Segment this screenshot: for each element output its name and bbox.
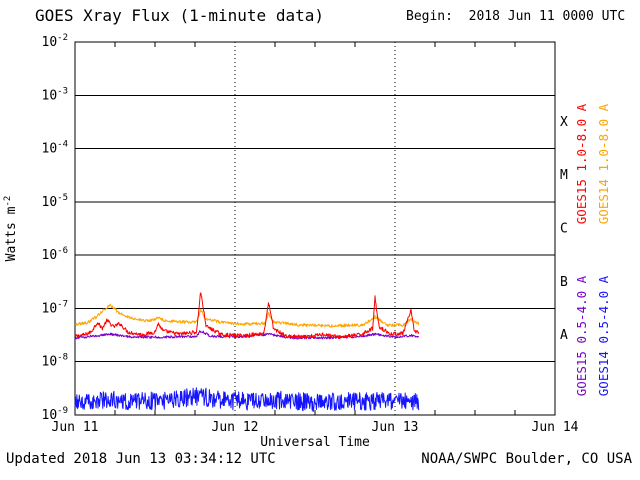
series-label-goes14-long: GOES14 1.0-8.0 A — [596, 103, 611, 224]
flare-class-label-x: X — [560, 115, 568, 130]
y-tick-label: 10-4 — [42, 140, 69, 157]
y-tick-label: 10-2 — [42, 33, 69, 50]
flare-class-label-c: C — [560, 222, 568, 237]
series-line-goes14-long — [74, 303, 420, 328]
y-tick-label: 10-6 — [42, 246, 69, 263]
updated-timestamp: Updated 2018 Jun 13 03:34:12 UTC — [6, 451, 276, 467]
x-tick-label: Jun 13 — [372, 420, 419, 435]
x-tick-label: Jun 12 — [212, 420, 259, 435]
begin-timestamp: Begin: 2018 Jun 11 0000 UTC — [406, 9, 626, 24]
series-label-goes15-short: GOES15 0.5-4.0 A — [574, 275, 589, 396]
x-tick-label: Jun 14 — [532, 420, 579, 435]
chart-title: GOES Xray Flux (1-minute data) — [35, 6, 324, 25]
flare-class-label-m: M — [560, 168, 568, 183]
series-line-goes15-short — [74, 330, 420, 340]
y-tick-label: 10-9 — [42, 406, 69, 423]
series-line-goes15-long — [74, 292, 420, 340]
series-line-goes14-short — [74, 387, 420, 413]
plot-border — [74, 41, 556, 416]
y-tick-label: 10-7 — [42, 299, 69, 316]
flare-class-label-a: A — [560, 328, 568, 343]
x-axis-title: Universal Time — [260, 435, 370, 450]
flare-class-label-b: B — [560, 275, 568, 290]
x-tick-label: Jun 11 — [52, 420, 99, 435]
series-label-goes14-short: GOES14 0.5-4.0 A — [596, 275, 611, 396]
y-tick-label: 10-5 — [42, 193, 69, 210]
series-label-goes15-long: GOES15 1.0-8.0 A — [574, 103, 589, 224]
attribution-text: NOAA/SWPC Boulder, CO USA — [421, 451, 632, 467]
y-tick-label: 10-8 — [42, 353, 69, 370]
y-tick-label: 10-3 — [42, 86, 69, 103]
y-axis-title: Watts m-2 — [3, 196, 19, 262]
